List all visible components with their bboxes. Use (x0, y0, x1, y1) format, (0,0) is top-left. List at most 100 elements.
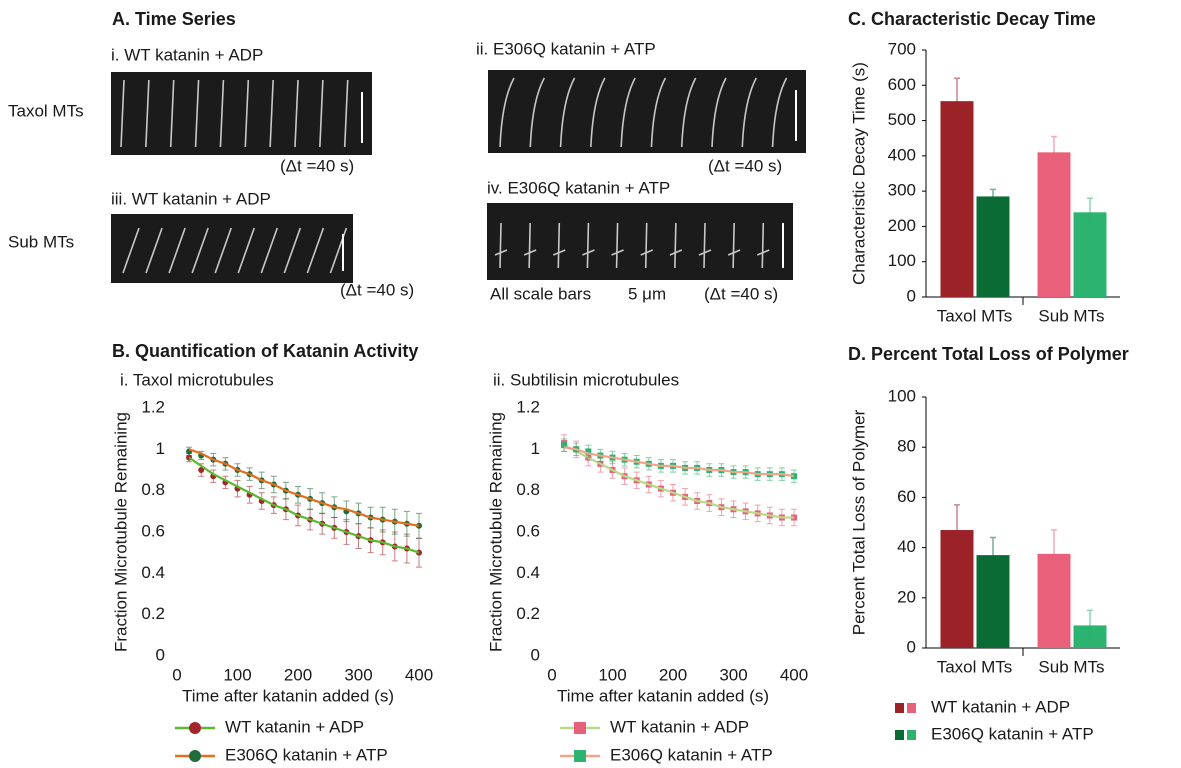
legend-label: WT katanin + ADP (225, 717, 364, 736)
error-bar (990, 188, 996, 204)
microtubule (640, 222, 654, 269)
image-label: i. WT katanin + ADP (111, 45, 263, 64)
microtubule (237, 227, 255, 274)
interval-label: (Δt =40 s) (708, 156, 782, 175)
y-tick-label: 0.6 (516, 521, 540, 540)
microtubule (771, 77, 788, 148)
legend-marker (574, 750, 586, 762)
microtubule (120, 79, 125, 148)
microtubule (711, 77, 727, 148)
fit-line (563, 446, 795, 478)
y-axis-label: Characteristic Decay Time (s) (849, 62, 868, 285)
fit-line (188, 456, 420, 554)
microtubule (319, 79, 324, 148)
marker (198, 467, 205, 473)
microtubule (219, 79, 225, 148)
legend-label: E306Q katanin + ATP (931, 724, 1094, 743)
microtubule (523, 222, 537, 269)
microtubule (741, 77, 757, 148)
microtubule (122, 227, 140, 274)
microtubule (191, 227, 209, 274)
microtubule (283, 227, 302, 274)
y-tick-label: 200 (888, 216, 916, 235)
x-axis-label: Time after katanin added (s) (182, 686, 394, 705)
chart-title: D. Percent Total Loss of Polymer (848, 344, 1129, 364)
x-tick-label: Taxol MTs (937, 657, 1013, 676)
y-tick-label: 0 (156, 645, 165, 664)
y-tick-label: 100 (888, 251, 916, 270)
micrograph (111, 214, 353, 283)
microtubule (582, 222, 595, 269)
legend-label: WT katanin + ADP (931, 697, 1070, 716)
y-tick-label: 0 (907, 637, 916, 656)
row-label: Taxol MTs (8, 101, 84, 120)
microtubule (260, 227, 279, 274)
micrograph (487, 203, 793, 280)
error-bar (954, 504, 960, 556)
error-bar (954, 77, 960, 125)
error-bar (990, 536, 996, 573)
error-bar (1051, 529, 1057, 578)
fit-line (563, 444, 794, 519)
micrograph (488, 70, 806, 153)
bar (976, 196, 1010, 297)
x-tick-label: 400 (405, 665, 433, 684)
legend-swatch (895, 703, 904, 713)
interval-label: (Δt =40 s) (704, 284, 778, 303)
microtubule (244, 79, 250, 148)
microtubule (727, 222, 741, 269)
y-tick-label: 100 (888, 386, 916, 405)
error-bar (1051, 135, 1057, 169)
panel-a-title: A. Time Series (112, 9, 236, 29)
y-axis-label: Fraction Microtubule Remaining (111, 412, 130, 652)
microtubule (494, 222, 508, 269)
panel-b-title: B. Quantification of Katanin Activity (112, 341, 418, 361)
microtubule (620, 77, 636, 148)
y-tick-label: 400 (888, 145, 916, 164)
y-tick-label: 1.2 (516, 397, 540, 416)
legend-marker (574, 722, 586, 734)
y-tick-label: 0.8 (516, 480, 540, 499)
y-tick-label: 0.4 (141, 563, 165, 582)
micrographs (111, 70, 806, 283)
image-label: iv. E306Q katanin + ATP (487, 178, 670, 197)
x-tick-label: 300 (719, 665, 747, 684)
microtubule (294, 79, 299, 148)
microtubule (214, 227, 232, 274)
x-axis-label: Time after katanin added (s) (557, 686, 769, 705)
microtubule (590, 77, 606, 148)
image-label: ii. E306Q katanin + ATP (476, 39, 656, 58)
microtubule (552, 222, 566, 269)
y-tick-label: 40 (897, 537, 916, 556)
microtubule (194, 79, 200, 148)
y-tick-label: 0.2 (141, 604, 165, 623)
legend-swatch (907, 730, 916, 740)
microtubule (306, 227, 325, 274)
y-tick-label: 20 (897, 587, 916, 606)
y-tick-label: 500 (888, 110, 916, 129)
y-axis-label: Percent Total Loss of Polymer (849, 409, 868, 635)
y-tick-label: 60 (897, 487, 916, 506)
scale-note: All scale bars (490, 284, 591, 303)
microtubule (269, 79, 274, 148)
microtubule (145, 79, 150, 148)
y-tick-label: 0 (531, 645, 540, 664)
microtubule (529, 77, 545, 148)
x-tick-label: 0 (172, 665, 181, 684)
image-label: iii. WT katanin + ADP (111, 189, 271, 208)
y-tick-label: 0 (907, 286, 916, 305)
x-tick-label: 100 (598, 665, 626, 684)
error-bar (1087, 197, 1093, 227)
chart-title: C. Characteristic Decay Time (848, 9, 1096, 29)
x-tick-label: 0 (547, 665, 556, 684)
x-tick-label: 400 (780, 665, 808, 684)
y-tick-label: 300 (888, 181, 916, 200)
x-tick-label: 200 (659, 665, 687, 684)
row-label: Sub MTs (8, 232, 74, 251)
fit-line (188, 448, 420, 527)
microtubule (168, 227, 186, 274)
y-tick-label: 0.6 (141, 521, 165, 540)
microtubule (559, 77, 576, 148)
